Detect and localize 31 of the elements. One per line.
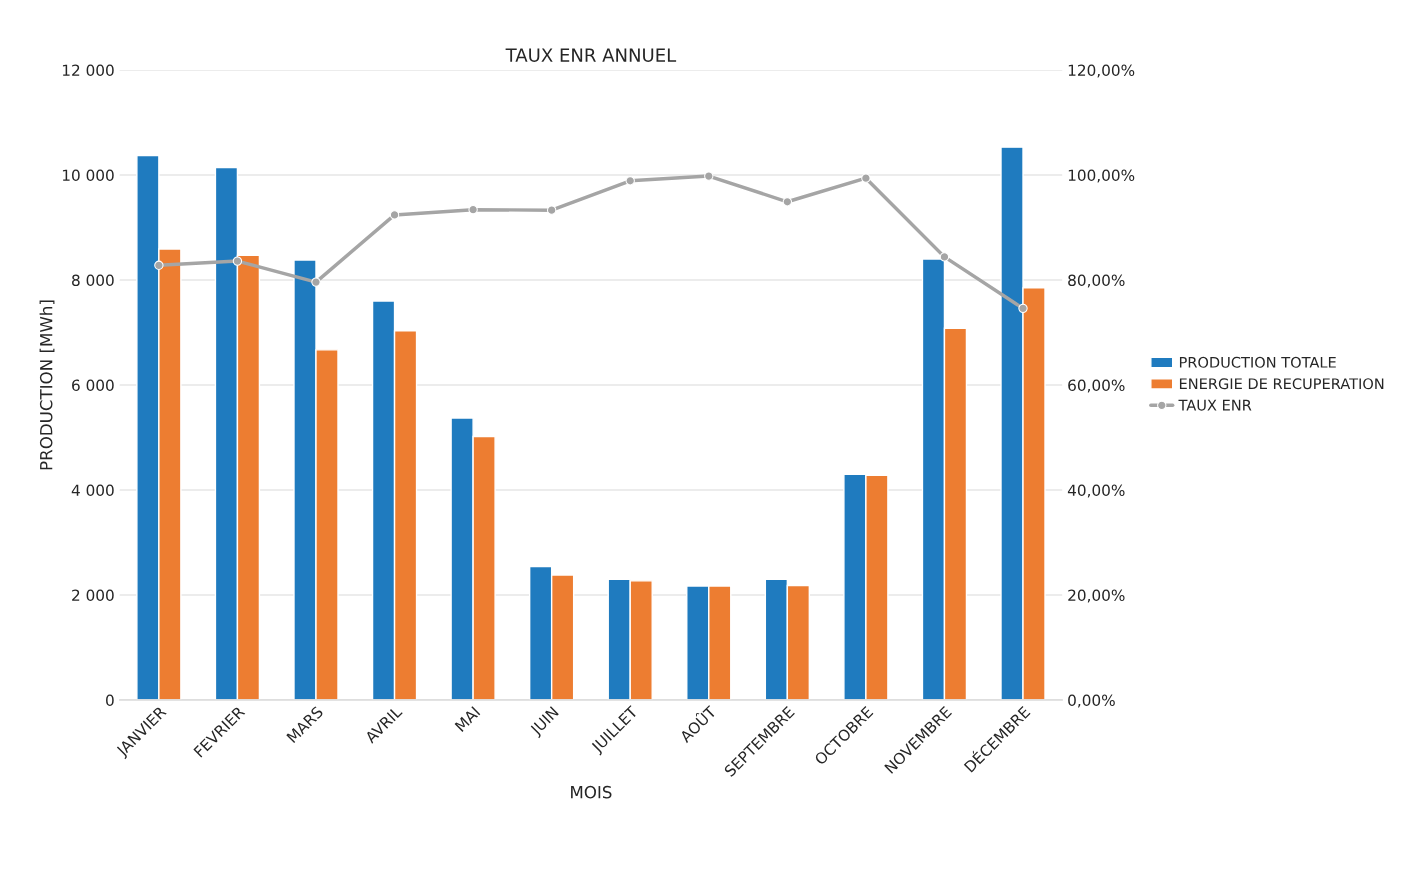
point (546, 205, 557, 215)
legend-label: PRODUCTION TOTALE (1179, 356, 1336, 368)
y-tick-label: 4 000 (71, 484, 114, 497)
point (389, 210, 400, 220)
y-tick-label: 2 000 (72, 589, 114, 602)
point (1018, 303, 1028, 314)
legend-label: TAUX ENR (1178, 399, 1252, 411)
y-tick-label: 6 000 (72, 379, 114, 392)
chart-title: TAUX ENR ANNUEL (505, 48, 677, 62)
y-tick-label: 12 000 (62, 64, 114, 77)
y-axis-title: PRODUCTION [MWh] (39, 300, 55, 470)
point (625, 176, 635, 186)
point (232, 256, 243, 266)
y2-tick-label: 20,00% (1068, 589, 1125, 603)
point (704, 171, 714, 181)
y2-tick-label: 120,00% (1068, 64, 1135, 78)
y2-tick-label: 80,00% (1068, 274, 1125, 288)
y2-tick-label: 0,00% (1068, 694, 1115, 708)
y2-tick-label: 100,00% (1068, 169, 1135, 183)
legend-label: ENERGIE DE RECUPERATION (1179, 378, 1384, 390)
y2-tick-label: 60,00% (1068, 379, 1125, 393)
point (311, 277, 321, 287)
x-axis-title: MOIS (571, 785, 612, 799)
y-tick-label: 10 000 (62, 169, 114, 182)
point (154, 260, 164, 270)
point (782, 197, 793, 207)
y-tick-label: 0 (106, 694, 114, 707)
point (939, 252, 950, 262)
y-tick-label: 8 000 (72, 274, 114, 287)
y2-tick-label: 40,00% (1067, 484, 1125, 498)
point (861, 173, 871, 183)
